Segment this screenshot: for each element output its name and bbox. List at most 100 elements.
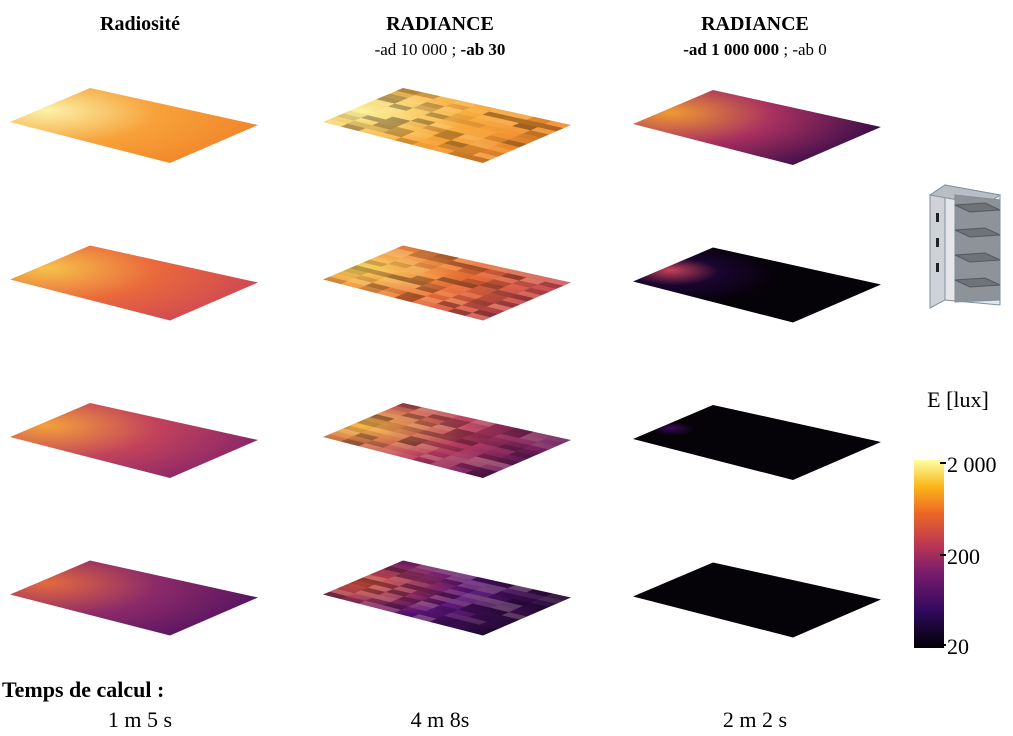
heatmap-cell <box>442 273 469 282</box>
heatmap-cell <box>414 249 441 257</box>
heatmap-cell <box>516 133 542 141</box>
heatmap-panel <box>633 562 881 638</box>
heatmap-cell <box>537 596 564 604</box>
heatmap-cell <box>433 568 459 576</box>
heatmap-cell <box>385 431 411 439</box>
heatmap-cell <box>436 615 462 624</box>
heatmap-cell <box>433 290 459 298</box>
heatmap-cell <box>486 279 513 287</box>
heatmap-cell <box>363 259 388 267</box>
heatmap-cell <box>456 425 483 433</box>
heatmap-cell <box>470 261 497 270</box>
heatmap-cell <box>468 117 494 125</box>
heatmap-cell <box>376 290 402 298</box>
heatmap-cell <box>403 435 429 444</box>
heatmap-cell <box>358 443 384 451</box>
heatmap-cell <box>429 146 455 154</box>
heatmap-cell <box>438 578 464 586</box>
heatmap-cell <box>419 102 446 110</box>
heatmap-cell <box>358 128 384 136</box>
colorbar <box>914 460 944 648</box>
heatmap-cell <box>454 462 480 471</box>
heatmap-panel <box>323 88 571 163</box>
heatmap-cell <box>365 597 391 606</box>
heatmap-cell <box>428 279 455 288</box>
heatmap-cell <box>323 591 348 600</box>
heatmap-cell <box>523 602 549 611</box>
heatmap-cell <box>347 278 373 286</box>
heatmap-cell <box>396 245 422 253</box>
heatmap-cell <box>354 590 379 598</box>
heatmap-cell <box>494 457 520 466</box>
heatmap-cell <box>436 300 462 309</box>
heatmap-cell <box>376 447 402 456</box>
heatmap-cell <box>500 430 527 438</box>
heatmap-cell <box>336 428 361 436</box>
heatmap-cell <box>406 265 432 273</box>
colorbar-tick-label: 200 <box>947 544 980 569</box>
heatmap-cell <box>399 425 425 433</box>
heatmap-cell <box>445 575 471 583</box>
heatmap-cell <box>463 579 490 588</box>
heatmap-cell <box>383 129 408 138</box>
heatmap-cell <box>429 303 455 312</box>
heatmap-cell <box>475 114 501 122</box>
heatmap-cell <box>456 110 483 118</box>
heatmap-cell <box>456 267 483 276</box>
column-title: Radiosité <box>100 13 180 35</box>
heatmap-panel <box>323 560 571 636</box>
heatmap-panel <box>323 403 571 478</box>
heatmap-cell <box>376 411 402 419</box>
heatmap-cell <box>361 587 386 595</box>
heatmap-cell <box>394 609 419 618</box>
heatmap-cell <box>507 112 534 120</box>
heatmap-cell <box>372 594 397 603</box>
heatmap-cell <box>469 299 495 307</box>
heatmap-cell <box>493 118 520 127</box>
heatmap-cell <box>433 253 459 261</box>
heatmap-cell <box>470 419 497 427</box>
heatmap-cell <box>422 597 448 606</box>
heatmap-cell <box>486 594 513 602</box>
heatmap-cell <box>545 120 571 129</box>
heatmap-cell <box>454 596 480 604</box>
heatmap-cell <box>429 618 455 627</box>
heatmap-cell <box>465 288 491 296</box>
heatmap-cell <box>389 248 415 256</box>
heatmap-cell <box>482 584 508 592</box>
heatmap-cell <box>470 104 497 112</box>
heatmap-cell <box>497 601 524 609</box>
heatmap-cell <box>399 110 425 118</box>
heatmap-cell <box>472 152 498 160</box>
heatmap-cell <box>463 264 490 273</box>
heatmap-cell <box>417 272 443 280</box>
heatmap-cell <box>401 97 427 105</box>
heatmap-cell <box>487 618 513 626</box>
heatmap-cell <box>367 112 393 120</box>
heatmap-cell <box>340 123 366 132</box>
heatmap-cell <box>392 113 418 121</box>
heatmap-cell <box>461 435 487 443</box>
heatmap-cell <box>399 583 425 591</box>
heatmap-cell <box>516 448 542 456</box>
heatmap-cell <box>383 566 409 574</box>
heatmap-cell <box>483 135 509 143</box>
heatmap-cell <box>413 262 439 270</box>
heatmap-cell <box>519 277 546 285</box>
heatmap-cell <box>479 597 505 605</box>
heatmap-cell <box>340 596 366 604</box>
heatmap-cell <box>426 608 451 616</box>
heatmap-cell <box>433 447 459 456</box>
heatmap-cell <box>374 266 400 275</box>
heatmap-cell <box>426 414 453 422</box>
heatmap-cell <box>447 284 473 292</box>
heatmap-cell <box>443 455 469 463</box>
heatmap-cell <box>394 137 419 145</box>
heatmap-cell <box>452 572 478 580</box>
heatmap-cell <box>383 602 408 610</box>
heatmap-cell <box>454 620 480 628</box>
heatmap-cell <box>376 96 402 104</box>
heatmap-cell <box>401 412 427 420</box>
heatmap-cell <box>401 291 426 300</box>
